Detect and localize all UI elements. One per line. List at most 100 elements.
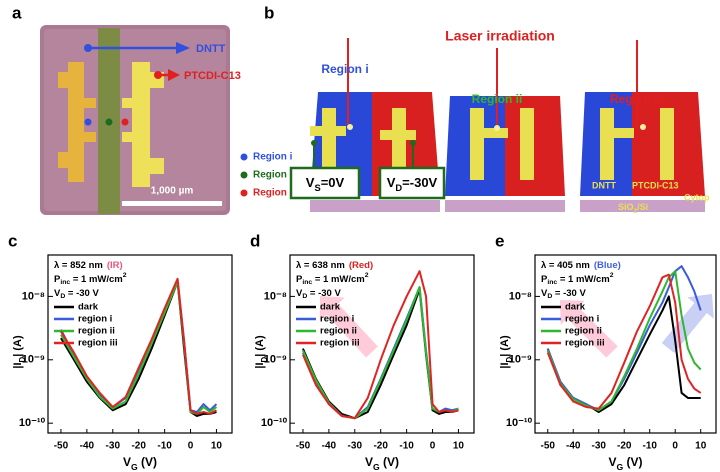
annotation: Pinc = 1 mW/cm2	[296, 272, 369, 286]
y-tick-label: 10⁻⁸	[509, 290, 532, 302]
x-tick-label: -50	[54, 441, 69, 452]
annotation-main: V	[54, 288, 61, 299]
x-tick-label: 10	[453, 441, 465, 452]
legend-dot	[240, 171, 248, 179]
x-axis-label-rest: (V)	[380, 455, 399, 469]
device-illustration	[289, 38, 705, 212]
plot-frame	[289, 254, 475, 434]
series-line	[546, 265, 702, 412]
ptcdi-label: PTCDI-C13	[184, 70, 241, 82]
y-axis-label: |ID| (A)	[12, 335, 27, 369]
annotation-rest: = -30 V	[307, 288, 341, 299]
annotation-sub: D	[302, 293, 307, 300]
y-axis-label-main: |I	[12, 362, 24, 368]
y-tick-label: 10⁻⁸	[264, 290, 287, 302]
annotation-rest: = 1 mW/cm	[70, 274, 123, 285]
y-axis-label-sub: D	[505, 356, 514, 362]
annotation: VD = -30 V	[296, 288, 341, 301]
legend-label: region i	[78, 314, 112, 325]
drain-voltage: VD=-30V	[387, 175, 438, 193]
x-tick-label: 0	[188, 441, 194, 452]
annotation: λ = 638 nm (Red)	[296, 260, 373, 271]
annotation-wavelength: λ = 405 nm	[541, 260, 590, 271]
source-voltage: VS=0V	[306, 175, 345, 193]
annotation: Pinc = 1 mW/cm2	[541, 272, 614, 286]
legend-label: region iii	[78, 338, 118, 349]
x-tick-label: -20	[131, 441, 146, 452]
annotation: Pinc = 1 mW/cm2	[54, 272, 127, 286]
legend-label: region iii	[320, 338, 360, 349]
legend-label: region i	[565, 314, 599, 325]
x-tick-label: -40	[322, 441, 337, 452]
y-tick-label: 10⁻⁹	[22, 354, 45, 366]
annotation-sub: D	[60, 293, 65, 300]
annotation-sub: inc	[60, 279, 70, 286]
annotation-rest: = 1 mW/cm	[557, 274, 610, 285]
annotation-sub: D	[547, 293, 552, 300]
annotation-wavelength: λ = 852 nm	[54, 260, 103, 271]
annotation-sup: 2	[123, 272, 127, 279]
layer-label-sub: 2	[634, 208, 638, 215]
series-line	[302, 288, 459, 420]
annotation-light: (Blue)	[594, 260, 621, 271]
region-legend: Region i	[253, 152, 293, 163]
panel-label: b	[264, 3, 274, 22]
legend-label: region ii	[565, 326, 602, 337]
legend-dot	[240, 153, 248, 161]
x-tick-label: -30	[106, 441, 121, 452]
x-tick-label: -20	[617, 441, 632, 452]
panel-label: d	[250, 231, 260, 250]
x-axis-label: VG (V)	[123, 455, 157, 472]
series-line	[60, 277, 217, 415]
legend-label: region iii	[565, 338, 605, 349]
y-tick-label: 10⁻⁹	[509, 354, 532, 366]
annotation-light: (IR)	[107, 260, 123, 271]
region-label: Region i	[321, 62, 368, 76]
series-line	[60, 280, 218, 415]
x-tick-label: -10	[642, 441, 657, 452]
annotation-wavelength: λ = 638 nm	[296, 260, 345, 271]
x-axis-label-sub: G	[616, 462, 623, 472]
annotation-main: V	[541, 288, 548, 299]
layer-label: SiO2/Si	[618, 202, 648, 215]
y-tick-label: 10⁻¹⁰	[19, 417, 46, 429]
annotation-sup: 2	[365, 272, 369, 279]
annotation: λ = 852 nm (IR)	[54, 260, 123, 271]
layer-label: Cytop	[684, 192, 710, 202]
y-axis-label-rest: | (A)	[12, 335, 24, 357]
layer-label-main: SiO	[618, 202, 634, 212]
x-axis-label-rest: (V)	[138, 455, 157, 469]
annotation-main: P	[541, 274, 548, 285]
series-line	[546, 270, 702, 412]
legend-label: dark	[565, 302, 586, 313]
drain-voltage-main: V	[387, 175, 396, 190]
series-line	[60, 280, 217, 417]
y-axis-label-rest: | (A)	[254, 335, 266, 357]
x-axis-label: VG (V)	[608, 455, 642, 472]
panel-label: a	[12, 3, 22, 22]
x-tick-label: -10	[399, 441, 414, 452]
x-axis-label-sub: G	[373, 462, 380, 472]
region-legend: Region iii	[253, 188, 298, 199]
scale-bar-label: 1,000 µm	[151, 186, 194, 197]
y-tick-label: 10⁻⁹	[264, 354, 287, 366]
annotation: λ = 405 nm (Blue)	[541, 260, 621, 271]
legend-label: dark	[78, 302, 99, 313]
plot-frame	[534, 254, 717, 434]
x-tick-label: 0	[430, 441, 436, 452]
series-line	[302, 270, 459, 420]
x-tick-label: -20	[373, 441, 388, 452]
dntt-label: DNTT	[196, 43, 226, 55]
trend-arrow	[319, 296, 378, 358]
legend-label: dark	[320, 302, 341, 313]
y-axis-label: |ID| (A)	[499, 335, 514, 369]
annotation: VD = -30 V	[54, 288, 99, 301]
legend-label: region ii	[78, 326, 115, 337]
annotation-light: (Red)	[349, 260, 373, 271]
legend-label: region i	[320, 314, 354, 325]
layer-label: PTCDI-C13	[632, 180, 679, 190]
x-tick-label: 10	[211, 441, 223, 452]
x-tick-label: -40	[566, 441, 581, 452]
trend-arrow	[560, 300, 618, 358]
